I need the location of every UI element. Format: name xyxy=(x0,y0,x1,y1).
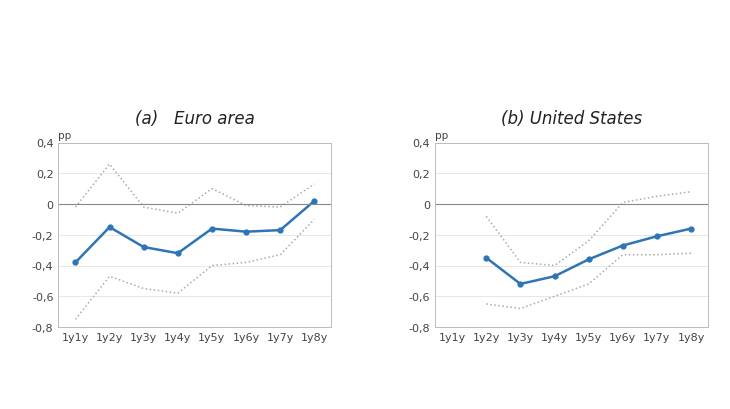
Title: (b) United States: (b) United States xyxy=(501,110,642,128)
Text: pp: pp xyxy=(58,131,72,141)
Text: pp: pp xyxy=(435,131,448,141)
Title: (a)   Euro area: (a) Euro area xyxy=(135,110,255,128)
